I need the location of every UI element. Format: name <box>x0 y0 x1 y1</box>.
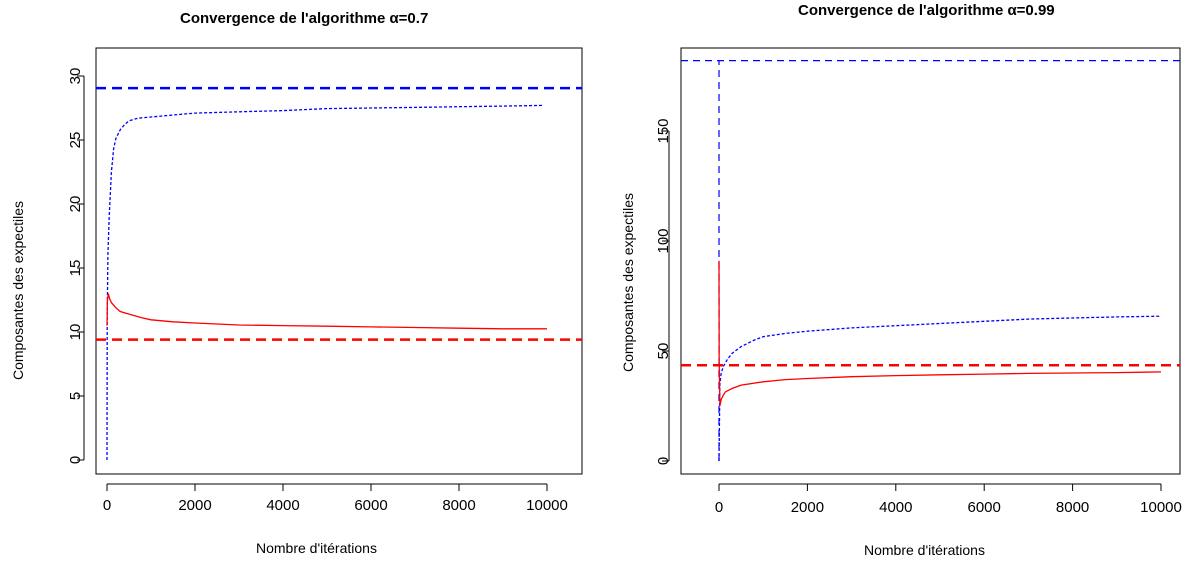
series-line-1 <box>106 293 547 330</box>
y-tick-label: 5 <box>67 392 84 400</box>
x-tick-label: 0 <box>715 499 723 516</box>
y-tick-label: 10 <box>67 324 84 341</box>
y-tick-label: 15 <box>67 260 84 277</box>
y-tick-label: 0 <box>655 457 672 465</box>
right-chart-title: Convergence de l'algorithme α=0.99 <box>798 2 1055 19</box>
left-chart-title: Convergence de l'algorithme α=0.7 <box>180 10 429 27</box>
right-chart-xlabel: Nombre d'itérations <box>864 542 985 558</box>
x-tick-label: 2000 <box>178 497 211 514</box>
x-tick-label: 4000 <box>266 497 299 514</box>
right-chart-ylabel: Composantes des expectiles <box>620 193 636 372</box>
x-tick-label: 10000 <box>1140 499 1182 516</box>
x-tick-label: 8000 <box>1056 499 1089 516</box>
series-line-0 <box>106 104 543 461</box>
x-tick-label: 8000 <box>442 497 475 514</box>
y-tick-label: 150 <box>655 118 672 143</box>
right-chart-panel: 0 2000 4000 6000 8000 10000 0 50 100 150 Converge… <box>598 0 1196 566</box>
x-tick-label: 6000 <box>968 499 1001 516</box>
left-chart-xlabel: Nombre d'itérations <box>256 540 377 556</box>
series-line-0 <box>718 315 1162 462</box>
y-tick-label: 30 <box>67 68 84 85</box>
left-chart-svg: 0 2000 4000 6000 8000 10000 0 5 10 15 20 25 30 <box>67 47 583 514</box>
y-tick-label: 0 <box>67 456 84 464</box>
y-tick-label: 100 <box>655 228 672 253</box>
x-tick-label: 2000 <box>791 499 824 516</box>
y-tick-label: 20 <box>67 196 84 213</box>
y-tick-label: 50 <box>655 343 672 360</box>
plot-frame <box>680 47 1181 475</box>
x-tick-label: 0 <box>103 497 111 514</box>
plot-frame <box>95 47 583 475</box>
left-chart-ylabel: Composantes des expectiles <box>10 201 26 380</box>
x-tick-label: 6000 <box>354 497 387 514</box>
series-line-1 <box>718 260 1162 407</box>
right-chart-svg: 0 2000 4000 6000 8000 10000 0 50 100 150 <box>655 47 1182 516</box>
left-chart-panel: 0 2000 4000 6000 8000 10000 0 5 10 15 20 25 30 Conve… <box>10 10 583 556</box>
x-tick-label: 10000 <box>526 497 568 514</box>
y-tick-label: 25 <box>67 132 84 149</box>
x-tick-label: 4000 <box>879 499 912 516</box>
